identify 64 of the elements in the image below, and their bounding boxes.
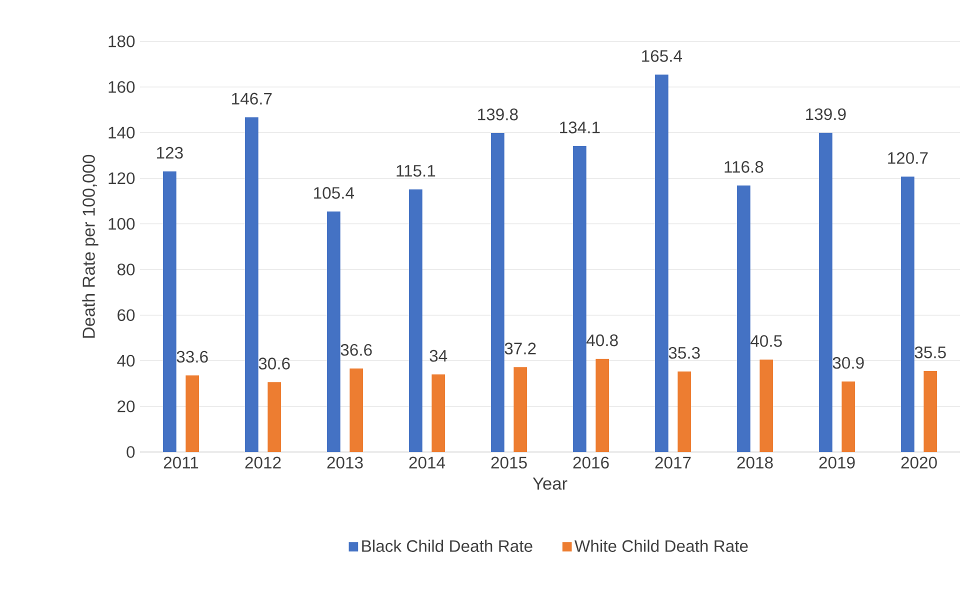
- data-label: 40.8: [586, 334, 618, 346]
- x-tick-label: 2015: [491, 456, 527, 469]
- data-label: 34: [430, 350, 448, 362]
- y-tick-label: 20: [118, 400, 135, 412]
- bar: [678, 371, 692, 452]
- x-tick-label: 2017: [655, 456, 691, 469]
- y-tick-label: 120: [108, 172, 135, 184]
- data-label: 123: [157, 146, 183, 159]
- x-tick-label: 2013: [327, 456, 363, 469]
- data-label: 115.1: [396, 165, 436, 177]
- data-label: 35.3: [668, 346, 700, 359]
- bar: [842, 382, 856, 452]
- x-tick-label: 2012: [245, 456, 281, 469]
- x-axis-title: Year: [532, 478, 568, 490]
- data-label: 139.8: [478, 108, 518, 120]
- data-label: 30.9: [832, 357, 864, 369]
- bar: [491, 133, 504, 452]
- data-label: 30.6: [258, 358, 290, 370]
- x-tick-label: 2014: [409, 456, 446, 469]
- bar: [737, 186, 750, 452]
- y-tick-label: 140: [108, 126, 135, 138]
- bar: [432, 374, 446, 452]
- data-label: 134.1: [560, 122, 600, 134]
- data-label: 36.6: [340, 344, 372, 356]
- bar: [924, 371, 938, 452]
- data-label: 120.7: [888, 152, 928, 164]
- bar: [514, 367, 528, 452]
- bar: [350, 368, 364, 452]
- x-tick-label: 2011: [164, 456, 198, 469]
- y-tick-label: 80: [117, 264, 135, 276]
- data-label: 146.7: [232, 92, 272, 105]
- bar: [327, 212, 340, 452]
- data-label: 35.5: [914, 346, 946, 358]
- y-tick-label: 100: [108, 218, 135, 230]
- bar: [245, 117, 258, 452]
- data-label: 116.8: [724, 161, 764, 173]
- bar: [268, 382, 282, 452]
- bar: [186, 375, 200, 452]
- bar: [409, 189, 422, 452]
- bar: [596, 358, 610, 452]
- bar: [819, 132, 832, 452]
- legend-label: White Child Death Rate: [574, 540, 748, 552]
- bar: [655, 74, 668, 452]
- y-tick-label: 0: [126, 446, 135, 458]
- data-label: 139.9: [806, 108, 846, 120]
- data-label: 105.4: [314, 187, 354, 199]
- bar: [901, 176, 914, 452]
- bar: [760, 360, 774, 452]
- data-label: 33.6: [176, 350, 208, 363]
- bar: [573, 146, 586, 452]
- x-tick-label: 2016: [573, 456, 609, 469]
- y-tick-label: 160: [108, 81, 135, 93]
- data-label: 40.5: [750, 335, 782, 347]
- data-label: 37.2: [504, 342, 536, 354]
- bar: [163, 171, 176, 452]
- x-tick-label: 2020: [901, 456, 937, 469]
- y-tick-label: 180: [108, 35, 135, 48]
- data-label: 165.4: [642, 50, 682, 62]
- y-axis-title: Death Rate per 100,000: [82, 154, 98, 338]
- x-tick-label: 2019: [819, 456, 855, 469]
- y-tick-label: 40: [117, 354, 135, 367]
- legend-label: Black Child Death Rate: [362, 540, 532, 552]
- x-tick-label: 2018: [737, 456, 773, 469]
- y-tick-label: 60: [118, 309, 135, 322]
